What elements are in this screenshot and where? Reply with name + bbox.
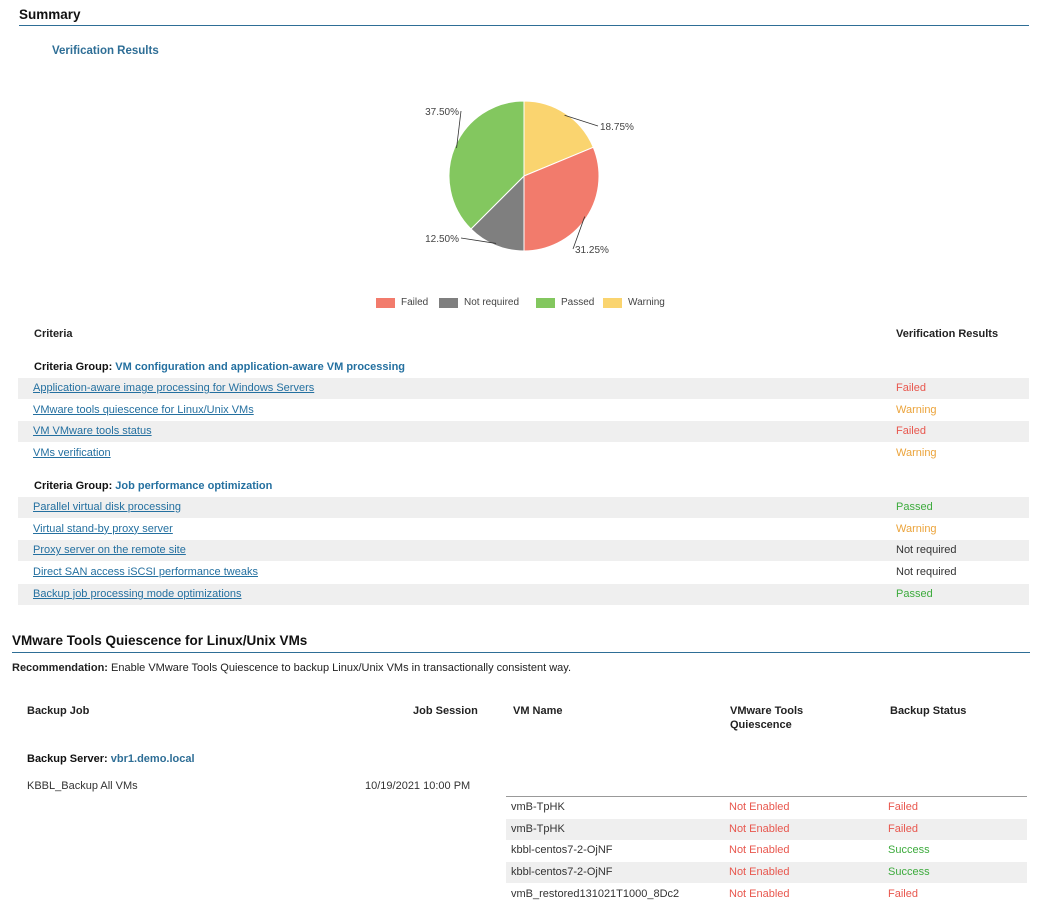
criteria-row: Direct SAN access iSCSI performance twea… xyxy=(18,562,1029,583)
recommendation-text: Enable VMware Tools Quiescence to backup… xyxy=(111,662,572,674)
vm-table-divider xyxy=(506,796,1027,797)
verification-result: Failed xyxy=(896,425,926,438)
recommendation: Recommendation: Enable VMware Tools Quie… xyxy=(12,662,571,674)
vm-quiescence: Not Enabled xyxy=(729,801,790,813)
pie-leader-line xyxy=(564,114,599,127)
criteria-row: VM VMware tools status Failed xyxy=(18,421,1029,443)
criteria-link[interactable]: Backup job processing mode optimizations xyxy=(33,587,242,600)
criteria-row: Virtual stand-by proxy server Warning xyxy=(18,519,1029,540)
verification-result: Not required xyxy=(896,544,957,557)
criteria-group-name: VM configuration and application-aware V… xyxy=(115,361,406,373)
legend-label: Passed xyxy=(561,297,595,308)
backup-server-label: Backup Server: xyxy=(27,753,108,765)
pie-data-label: 12.50% xyxy=(425,234,459,245)
criteria-row: VMware tools quiescence for Linux/Unix V… xyxy=(18,400,1029,421)
vm-backup-status: Failed xyxy=(888,801,918,813)
criteria-link[interactable]: VMs verification xyxy=(33,447,111,460)
criteria-link[interactable]: VM VMware tools status xyxy=(33,425,152,438)
vm-name: vmB-TpHK xyxy=(511,801,565,813)
legend-label: Not required xyxy=(464,297,520,308)
tools-quiescence-header-line2: Quiescence xyxy=(730,719,792,731)
vm-name: kbbl-centos7-2-OjNF xyxy=(511,844,613,857)
criteria-group-header: Criteria Group: VM configuration and app… xyxy=(34,361,405,373)
criteria-column-header: Criteria xyxy=(34,328,73,340)
verification-result: Warning xyxy=(896,522,937,535)
verification-pie-chart: 18.75% 31.25% 12.50% 37.50% xyxy=(425,100,634,256)
backup-server-row: Backup Server: vbr1.demo.local xyxy=(27,753,195,765)
legend-swatch xyxy=(376,298,395,308)
pie-leader-line xyxy=(572,216,586,250)
criteria-link[interactable]: Proxy server on the remote site xyxy=(33,544,186,557)
pie-slice-warning xyxy=(523,100,594,177)
legend-label: Failed xyxy=(401,297,429,308)
criteria-group-prefix: Criteria Group: xyxy=(34,480,113,492)
vm-row: kbbl-centos7-2-OjNF Not Enabled Success xyxy=(506,840,1027,861)
criteria-row: Parallel virtual disk processing Passed xyxy=(18,497,1029,518)
criteria-row: VMs verification Warning xyxy=(18,443,1029,464)
verification-result: Failed xyxy=(896,382,926,394)
vm-backup-status: Failed xyxy=(888,822,918,835)
pie-data-label: 37.50% xyxy=(425,107,459,118)
chart-title: Verification Results xyxy=(52,45,159,57)
pie-slice-passed xyxy=(448,100,525,230)
pie-leader-line xyxy=(460,237,497,244)
legend-swatch xyxy=(536,298,555,308)
vm-quiescence: Not Enabled xyxy=(729,822,790,835)
criteria-row: Proxy server on the remote site Not requi… xyxy=(18,540,1029,562)
vm-name: kbbl-centos7-2-OjNF xyxy=(511,866,613,879)
pie-data-label: 31.25% xyxy=(575,245,609,256)
criteria-group-header: Criteria Group: Job performance optimiza… xyxy=(34,480,272,492)
vm-backup-status: Success xyxy=(888,866,930,879)
vm-quiescence: Not Enabled xyxy=(729,866,790,879)
summary-divider xyxy=(19,25,1029,26)
vm-backup-status: Success xyxy=(888,844,930,857)
vm-row: vmB-TpHK Not Enabled Failed xyxy=(506,797,1027,818)
vm-name-column-header: VM Name xyxy=(513,705,563,717)
summary-title: Summary xyxy=(19,7,81,22)
backup-server-name[interactable]: vbr1.demo.local xyxy=(110,753,195,765)
job-session-time: 10/19/2021 10:00 PM xyxy=(365,780,471,792)
backup-job-column-header: Backup Job xyxy=(27,705,90,717)
recommendation-label: Recommendation: xyxy=(12,662,108,674)
quiescence-section-title: VMware Tools Quiescence for Linux/Unix V… xyxy=(12,633,308,648)
pie-slice-not-required xyxy=(470,174,525,252)
tools-quiescence-header-line1: VMware Tools xyxy=(730,705,804,717)
legend-label: Warning xyxy=(628,297,665,308)
job-session-column-header: Job Session xyxy=(413,705,478,717)
verification-result: Warning xyxy=(896,403,937,416)
results-column-header: Verification Results xyxy=(896,328,999,340)
legend-swatch xyxy=(439,298,458,308)
backup-job-name: KBBL_Backup All VMs xyxy=(27,780,138,792)
verification-result: Passed xyxy=(896,587,933,600)
criteria-link[interactable]: Virtual stand-by proxy server xyxy=(33,522,173,535)
criteria-group-prefix: Criteria Group: xyxy=(34,361,113,373)
criteria-link[interactable]: Direct SAN access iSCSI performance twea… xyxy=(33,566,258,579)
vm-row: kbbl-centos7-2-OjNF Not Enabled Success xyxy=(506,862,1027,884)
vm-name: vmB-TpHK xyxy=(511,822,565,835)
pie-leader-line xyxy=(456,110,462,149)
verification-result: Passed xyxy=(896,501,933,513)
criteria-link[interactable]: Parallel virtual disk processing xyxy=(33,501,181,513)
pie-slice-failed xyxy=(523,146,600,252)
vm-row: vmB-TpHK Not Enabled Failed xyxy=(506,818,1027,840)
criteria-link[interactable]: VMware tools quiescence for Linux/Unix V… xyxy=(33,403,254,416)
legend-swatch xyxy=(603,298,622,308)
tools-quiescence-column-header: VMware Tools Quiescence xyxy=(730,705,803,731)
criteria-link[interactable]: Application-aware image processing for W… xyxy=(33,382,315,394)
verification-result: Warning xyxy=(896,447,937,460)
backup-status-column-header: Backup Status xyxy=(890,705,967,717)
vm-quiescence: Not Enabled xyxy=(729,844,790,857)
criteria-row: Backup job processing mode optimizations… xyxy=(18,583,1029,605)
criteria-row: Application-aware image processing for W… xyxy=(18,378,1029,399)
quiescence-divider xyxy=(12,652,1030,653)
pie-data-label: 18.75% xyxy=(600,122,634,133)
verification-result: Not required xyxy=(896,566,957,579)
criteria-group-name: Job performance optimization xyxy=(115,480,273,492)
vm-row: vmB_restored131021T1000_8Dc2 Not Enabled F… xyxy=(506,884,1027,905)
